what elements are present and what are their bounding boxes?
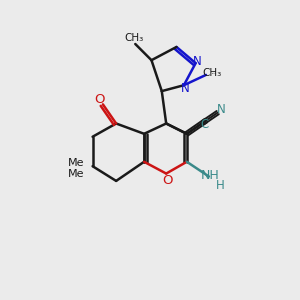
Text: CH₃: CH₃ [203,68,222,78]
Text: Me: Me [68,169,85,179]
Text: N: N [193,55,202,68]
Text: CH₃: CH₃ [124,32,143,43]
Text: N: N [217,103,226,116]
Text: O: O [94,93,105,106]
Text: Me: Me [68,158,85,168]
Text: H: H [216,179,224,192]
Text: N: N [181,82,190,95]
Text: NH: NH [201,169,220,182]
Text: O: O [162,173,173,187]
Text: C: C [200,118,208,130]
Text: methyl: methyl [212,73,217,74]
